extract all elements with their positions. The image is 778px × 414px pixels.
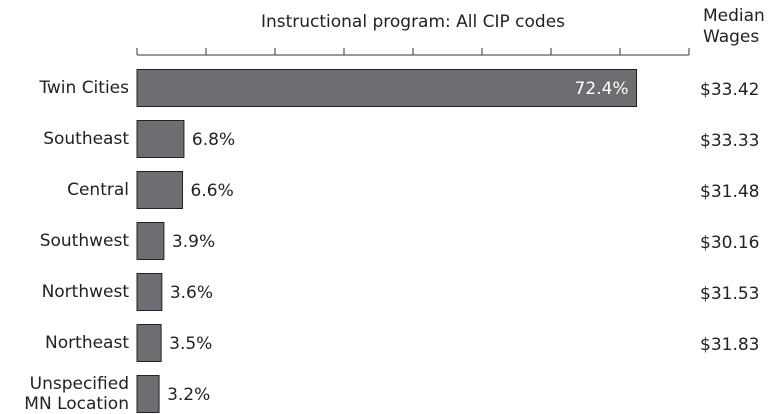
value-label: 3.6% [170, 283, 213, 303]
value-label: 3.5% [169, 334, 212, 354]
value-label: 3.9% [172, 232, 215, 252]
wage-value: $31.53 [700, 284, 760, 304]
wage-value: $33.42 [700, 80, 760, 100]
wage-value: $33.33 [700, 131, 760, 151]
category-label: Northwest [41, 282, 129, 302]
wages-title: Median Wages [703, 6, 765, 47]
category-label: Southwest [39, 231, 129, 251]
wage-value: $31.48 [700, 182, 760, 202]
value-label: 6.8% [192, 130, 235, 150]
chart-title: Instructional program: All CIP codes [260, 12, 566, 32]
bar [136, 375, 160, 413]
bar [136, 171, 184, 209]
category-label: Northeast [45, 333, 129, 353]
category-label: Twin Cities [39, 78, 129, 98]
category-label: Unspecified MN Location [24, 374, 129, 414]
category-label: Central [67, 180, 129, 200]
wage-value: $30.16 [700, 233, 760, 253]
bar [136, 120, 185, 158]
bar [136, 324, 162, 362]
bar [136, 69, 638, 107]
bar [136, 222, 165, 260]
bar [136, 273, 163, 311]
value-label: 3.2% [167, 385, 210, 405]
wage-value: $31.83 [700, 335, 760, 355]
value-label: 6.6% [191, 181, 234, 201]
value-label: 72.4% [575, 79, 629, 99]
category-label: Southeast [43, 129, 129, 149]
